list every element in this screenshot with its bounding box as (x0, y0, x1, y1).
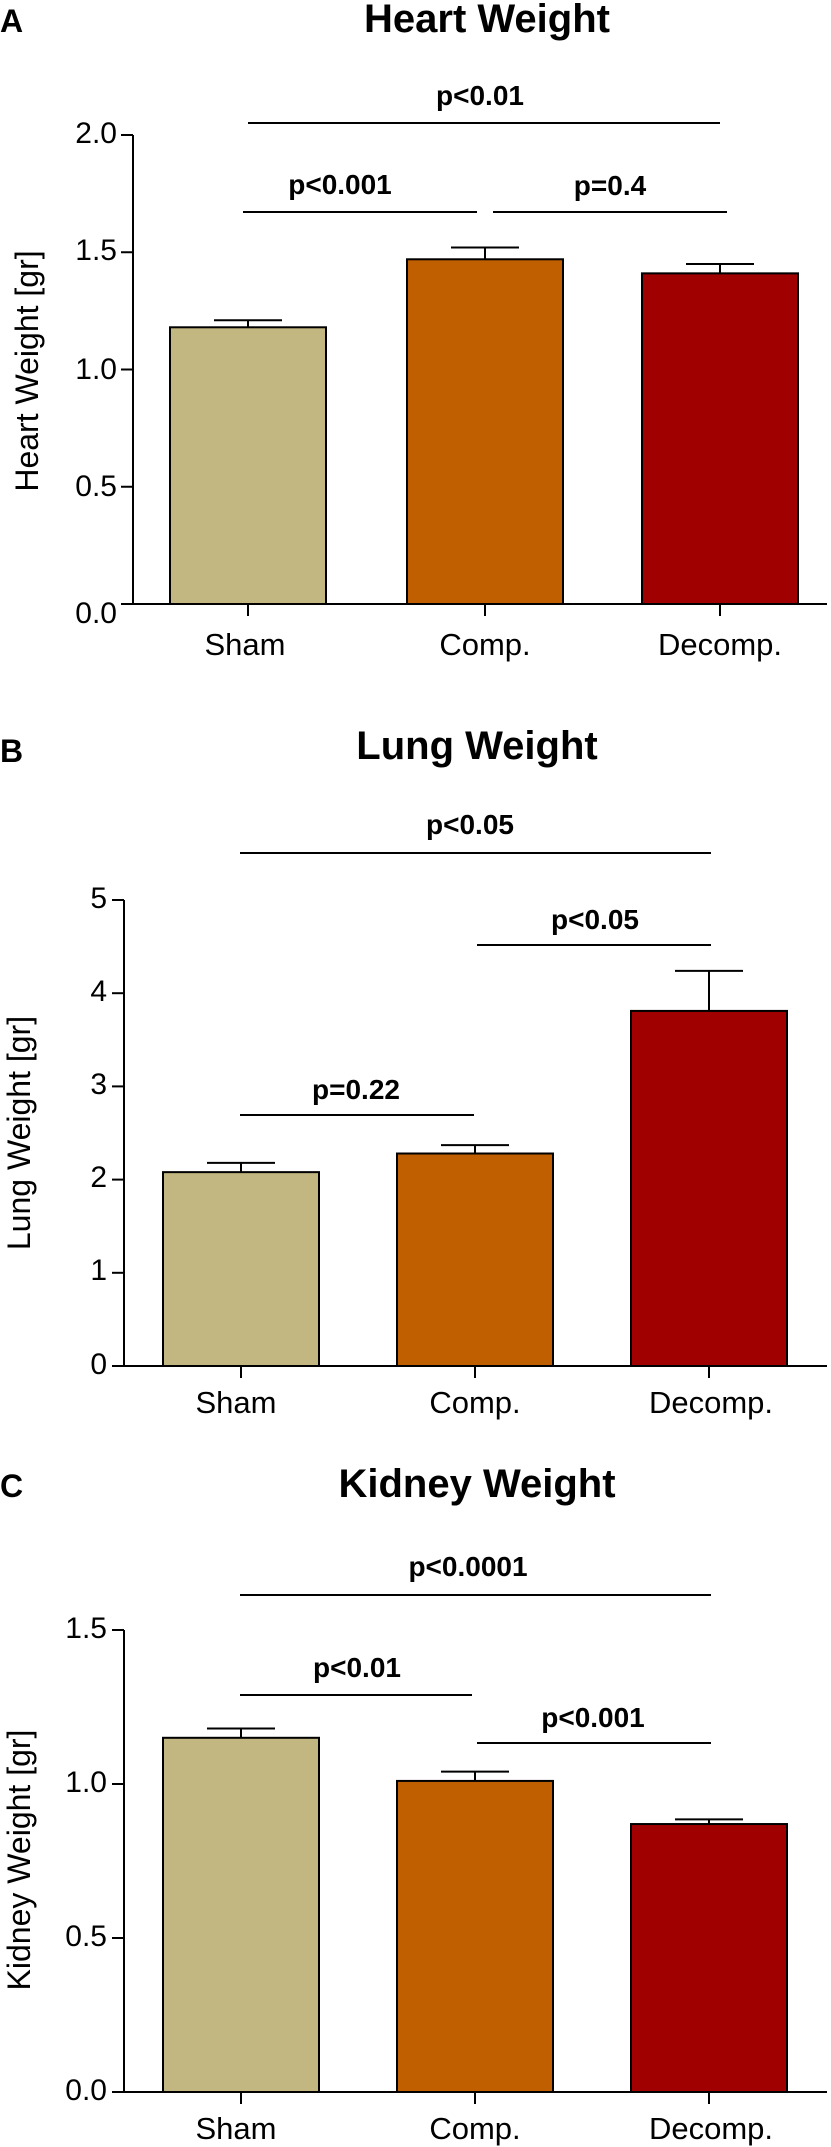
y-tick-label-c-3: 1.5 (65, 1612, 107, 1645)
y-tick-label-a-4: 2.0 (75, 117, 117, 150)
y-tick-label-b-2: 2 (90, 1161, 107, 1194)
panel-letter-a: A (0, 3, 23, 39)
panel-letter-c: C (0, 1468, 23, 1504)
bar-a-sham (169, 326, 327, 605)
x-labels-a: Sham Comp. Decomp. (205, 627, 783, 662)
bar-c-decomp (630, 1823, 788, 2094)
plot-a (121, 122, 827, 616)
significance-label-c-comp-decomp: p<0.001 (541, 1702, 645, 1733)
y-ticks-c: 0.0 0.5 1.0 1.5 (65, 1612, 107, 2107)
x-labels-c: Sham Comp. Decomp. (196, 2111, 774, 2146)
x-category-label-c-decomp: Decomp. (649, 2111, 773, 2146)
bar-a-comp (406, 258, 564, 605)
chart-title-a: Heart Weight (364, 0, 610, 41)
sig-labels-b: p=0.22 p<0.05 p<0.05 (312, 809, 639, 1105)
significance-label-c-sham-decomp: p<0.0001 (408, 1551, 527, 1582)
y-tick-label-b-5: 5 (90, 882, 107, 915)
y-tick-label-c-0: 0.0 (65, 2074, 107, 2107)
x-category-label-b-comp: Comp. (429, 1385, 520, 1420)
y-axis-title-b: Lung Weight [gr] (1, 1016, 37, 1250)
sig-labels-a: p<0.001 p=0.4 p<0.01 (288, 80, 646, 201)
y-tick-label-a-2: 1.0 (75, 353, 117, 386)
y-tick-label-c-1: 0.5 (65, 1920, 107, 1953)
x-category-label-c-sham: Sham (196, 2111, 277, 2146)
plot-c (112, 1594, 827, 2104)
y-tick-label-b-1: 1 (90, 1254, 107, 1287)
bar-a-decomp (641, 272, 799, 605)
x-labels-b: Sham Comp. Decomp. (196, 1385, 774, 1420)
y-tick-label-b-0: 0 (90, 1348, 107, 1381)
y-ticks-a: 0.0 0.5 1.0 1.5 2.0 (75, 117, 117, 630)
bar-c-comp (396, 1779, 554, 2094)
y-axis-title-a: Heart Weight [gr] (9, 250, 45, 491)
x-category-label-a-decomp: Decomp. (658, 627, 782, 662)
x-category-label-b-decomp: Decomp. (649, 1385, 773, 1420)
significance-label-b-sham-comp: p=0.22 (312, 1074, 400, 1105)
sig-labels-c: p<0.01 p<0.001 p<0.0001 (313, 1551, 645, 1733)
x-category-label-c-comp: Comp. (429, 2111, 520, 2146)
panel-c: C Kidney Weight Kidney Weight [gr] 0.0 0… (0, 1462, 827, 2146)
bar-b-comp (396, 1152, 554, 1368)
chart-title-b: Lung Weight (356, 724, 597, 768)
y-tick-label-a-3: 1.5 (75, 234, 117, 267)
significance-label-a-sham-decomp: p<0.01 (436, 80, 524, 111)
significance-label-b-comp-decomp: p<0.05 (551, 904, 639, 935)
y-tick-label-a-1: 0.5 (75, 470, 117, 503)
x-category-label-b-sham: Sham (196, 1385, 277, 1420)
y-ticks-b: 0 1 2 3 4 5 (90, 882, 107, 1381)
x-category-label-a-comp: Comp. (439, 627, 530, 662)
panel-b: B Lung Weight Lung Weight [gr] 0 1 2 3 4… (0, 724, 827, 1420)
significance-label-c-sham-comp: p<0.01 (313, 1652, 401, 1683)
y-tick-label-b-3: 3 (90, 1068, 107, 1101)
significance-label-a-comp-decomp: p=0.4 (574, 170, 647, 201)
bar-c-sham (162, 1736, 320, 2094)
significance-label-b-sham-decomp: p<0.05 (426, 809, 514, 840)
significance-label-a-sham-comp: p<0.001 (288, 169, 392, 200)
y-tick-label-a-0: 0.0 (75, 597, 117, 630)
y-tick-label-b-4: 4 (90, 975, 107, 1008)
bar-b-decomp (630, 1009, 788, 1368)
chart-title-c: Kidney Weight (338, 1462, 615, 1506)
plot-b (112, 852, 827, 1378)
panel-a: A Heart Weight Heart Weight [gr] 0.0 0.5… (0, 0, 827, 662)
y-axis-title-c: Kidney Weight [gr] (1, 1730, 37, 1991)
panel-letter-b: B (0, 733, 23, 769)
y-tick-label-c-2: 1.0 (65, 1766, 107, 1799)
bar-b-sham (162, 1171, 320, 1368)
x-category-label-a-sham: Sham (205, 627, 286, 662)
